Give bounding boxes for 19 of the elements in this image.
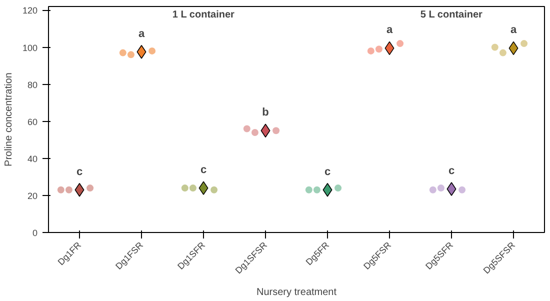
annotation: 1 L container [172,10,235,20]
annotation: a [138,28,146,40]
annotation: a [386,24,394,36]
y-tick-label: 100 [22,42,38,53]
y-tick-label: 120 [22,6,38,16]
annotation: c [200,164,207,176]
y-tick-label: 0 [32,228,38,238]
annotation: c [324,166,331,178]
y-tick-label: 40 [27,154,38,164]
annotation: 5 L container [420,10,483,20]
annotation: a [510,24,518,36]
annotation: c [76,166,83,178]
y-tick-label: 20 [27,190,38,201]
y-tick-label: 60 [27,116,38,127]
annotation: c [448,164,455,177]
annotation: b [262,106,270,119]
x-axis-title: Nursery treatment [256,287,337,298]
y-tick-label: 80 [27,80,38,90]
y-axis-title: Proline concentration [3,72,14,166]
